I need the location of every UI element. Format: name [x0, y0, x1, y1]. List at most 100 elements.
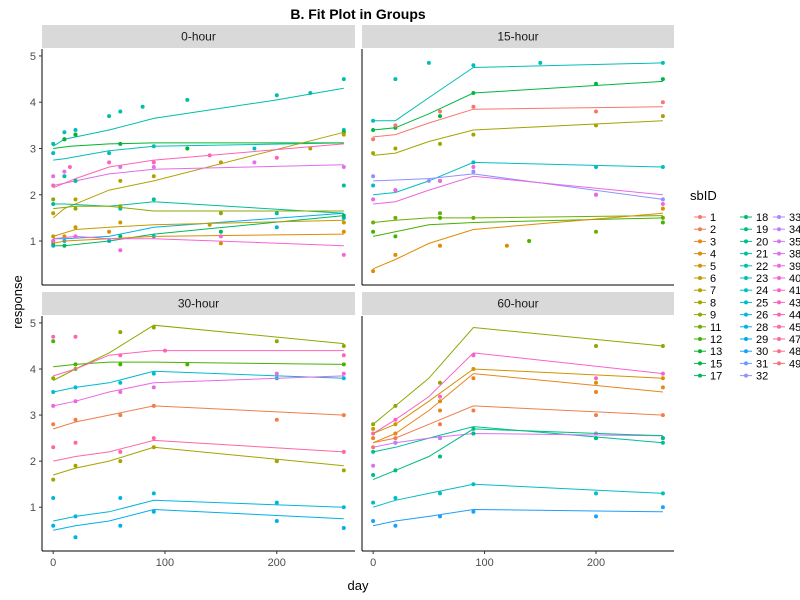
legend-label: 11 [710, 322, 721, 334]
data-point [471, 408, 476, 413]
fit-line [53, 205, 344, 212]
fit-line [53, 508, 344, 531]
legend-entry: 28 [740, 322, 768, 334]
data-point [274, 211, 279, 216]
fit-line [372, 428, 663, 481]
data-point [73, 463, 78, 468]
data-point [308, 146, 313, 151]
y-tick-label: 5 [30, 318, 36, 330]
legend-label: 19 [756, 224, 768, 236]
legend-label: 25 [756, 297, 768, 309]
data-point [51, 422, 56, 427]
data-point [274, 225, 279, 230]
legend-label: 24 [756, 285, 768, 297]
data-point [185, 97, 190, 102]
series-sbid-24 [371, 482, 665, 508]
legend-entry: 3 [694, 236, 716, 248]
legend-key-point [744, 239, 748, 244]
data-point [471, 367, 476, 371]
data-point [274, 500, 279, 505]
legend-key-point [698, 361, 702, 366]
legend-label: 5 [710, 261, 716, 273]
data-point [393, 468, 398, 473]
legend-label: 23 [756, 273, 768, 285]
legend-entry: 22 [740, 261, 768, 273]
data-point [660, 413, 665, 418]
data-point [118, 459, 123, 464]
legend-label: 45 [789, 322, 800, 334]
data-point [118, 362, 123, 367]
legend-label: 34 [789, 224, 800, 236]
legend-key-point [777, 276, 781, 280]
data-point [393, 417, 398, 422]
legend-entry: 20 [740, 236, 768, 248]
facet-strip-label: 15-hour [497, 30, 538, 44]
legend-key-point [698, 215, 702, 219]
legend-label: 15 [710, 358, 722, 370]
y-tick-label: 1 [30, 502, 36, 514]
legend-entry: 17 [694, 371, 722, 383]
data-point [218, 160, 223, 165]
data-point [594, 376, 598, 381]
fit-line [53, 143, 344, 189]
data-point [341, 526, 346, 530]
legend-key-point [698, 337, 702, 341]
data-point [151, 403, 156, 408]
data-point [185, 362, 190, 367]
fit-line [372, 508, 663, 527]
fit-line [373, 161, 663, 196]
facet-panel: 30-hour 1 2 3 4 5 0 100 200 [30, 292, 355, 569]
fit-line [372, 368, 663, 434]
data-point [393, 440, 398, 445]
data-point [308, 91, 313, 95]
legend-label: 33 [789, 212, 800, 224]
data-point [438, 422, 442, 427]
data-point [274, 519, 279, 523]
fit-line [373, 215, 663, 223]
legend-key-point [698, 251, 702, 256]
legend-label: 35 [789, 236, 800, 248]
data-point [660, 165, 665, 169]
data-point [51, 141, 56, 146]
data-point [118, 353, 123, 358]
series-sbid-12 [371, 215, 665, 243]
data-point [51, 234, 56, 239]
data-point [51, 339, 56, 344]
data-point [371, 197, 376, 202]
data-point [426, 60, 431, 65]
data-point [594, 380, 598, 385]
data-point [660, 100, 665, 105]
x-tick-label: 100 [475, 557, 493, 569]
legend-label: 17 [710, 371, 722, 383]
legend-entry: 24 [740, 285, 768, 297]
data-point [438, 215, 442, 220]
data-point [371, 436, 376, 441]
y-tick-label: 2 [30, 456, 36, 468]
data-point [393, 436, 398, 441]
legend-entry: 49 [773, 358, 800, 370]
data-point [371, 229, 376, 234]
data-point [73, 417, 78, 422]
data-point [118, 496, 123, 500]
legend-key-point [777, 215, 781, 219]
data-point [438, 408, 442, 413]
legend-entry: 11 [694, 322, 721, 334]
data-point [393, 403, 398, 408]
data-point [118, 523, 123, 528]
data-point [73, 362, 78, 367]
fit-line [373, 106, 663, 138]
data-point [73, 132, 78, 137]
data-point [594, 436, 598, 441]
data-point [660, 202, 665, 206]
legend-key-point [744, 227, 748, 232]
legend-label: 40 [789, 273, 800, 285]
y-tick-label: 2 [30, 190, 36, 202]
series-sbid-44 [51, 143, 344, 189]
data-point [151, 491, 156, 496]
series-sbid-26 [51, 491, 346, 522]
data-point [51, 403, 56, 408]
data-point [51, 239, 56, 243]
data-point [107, 160, 112, 165]
data-point [118, 390, 123, 394]
data-point [660, 77, 665, 82]
